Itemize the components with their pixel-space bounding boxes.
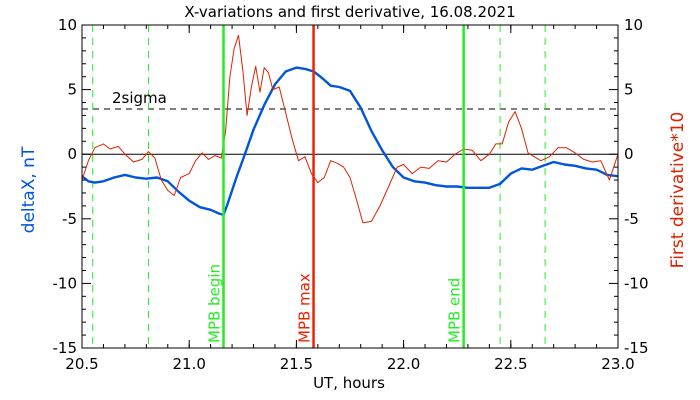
y-tick-label-right-4: 5 — [624, 81, 634, 99]
y-tick-label-left-0: -15 — [53, 339, 78, 357]
x-tick-label-4: 22.5 — [494, 355, 527, 373]
series-line-derivative — [81, 34, 619, 224]
tick-labels: 20.5 21.0 21.5 22.0 22.5 23.0-15 -15-10 -10-5 -5… — [53, 16, 649, 373]
y-axis-left-title: deltaX, nT — [19, 146, 39, 233]
x-tick-label-0: 20.5 — [65, 355, 98, 373]
x-tick-label-1: 21.0 — [172, 355, 205, 373]
x-axis-title: UT, hours — [313, 374, 385, 392]
data-series — [81, 34, 619, 224]
x-tick-label-5: 23.0 — [601, 355, 634, 373]
y-tick-label-right-2: -5 — [624, 210, 639, 228]
event-markers: MPB begin MPB max MPB end — [206, 25, 465, 348]
series-line-deltax — [81, 66, 619, 217]
y-tick-label-left-2: -5 — [62, 210, 77, 228]
y-tick-label-right-1: -10 — [624, 274, 649, 292]
plot-frame — [81, 24, 619, 349]
y-tick-label-left-4: 5 — [67, 81, 77, 99]
guide-lines — [82, 25, 618, 348]
y-tick-label-right-5: 10 — [624, 16, 643, 34]
x-tick-label-3: 22.0 — [387, 355, 420, 373]
threshold-label: 2sigma — [112, 89, 167, 107]
y-tick-label-left-3: 0 — [67, 145, 77, 163]
event-marker-label-2: MPB end — [446, 278, 464, 343]
axes — [81, 24, 619, 349]
y-tick-label-right-3: 0 — [624, 145, 634, 163]
chart-title: X-variations and first derivative, 16.08… — [184, 3, 515, 21]
y-tick-label-right-0: -15 — [624, 339, 649, 357]
event-marker-label-0: MPB begin — [206, 264, 224, 343]
x-tick-label-2: 21.5 — [280, 355, 313, 373]
y-tick-label-left-5: 10 — [58, 16, 77, 34]
y-axis-right-title: First derivative*10 — [668, 112, 688, 269]
event-marker-label-1: MPB max — [296, 273, 314, 343]
y-tick-label-left-1: -10 — [53, 274, 78, 292]
